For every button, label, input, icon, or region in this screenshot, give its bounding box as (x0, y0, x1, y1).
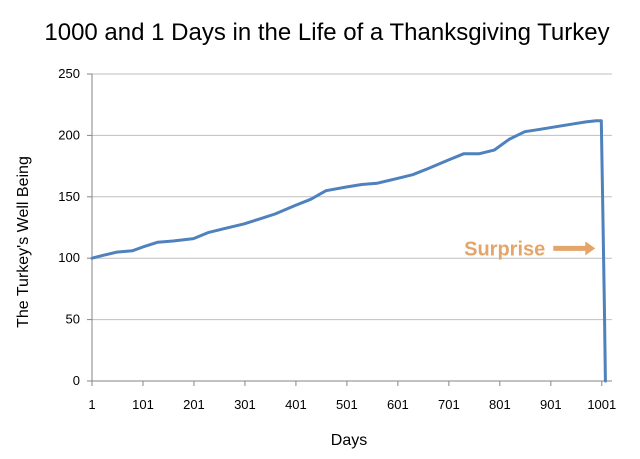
annotation-layer: Surprise (464, 238, 596, 260)
series-layer (90, 119, 607, 383)
x-tick-label: 801 (489, 397, 511, 412)
y-axis-title: The Turkey's Well Being (15, 156, 32, 328)
x-tick-label: 101 (132, 397, 154, 412)
tick-labels: 0 50 100 150 200 250 1 101 201 301 401 501 601 701 801… (58, 66, 616, 412)
surprise-arrow-icon (553, 241, 596, 256)
y-tick-label: 100 (58, 250, 80, 265)
y-tick-label: 200 (58, 127, 80, 142)
y-tick-label: 150 (58, 189, 80, 204)
y-tick-label: 50 (66, 312, 80, 327)
axes (87, 73, 612, 386)
y-tick-label: 0 (73, 373, 80, 388)
x-tick-label: 501 (336, 397, 358, 412)
grid-lines (92, 73, 612, 321)
chart-title: 1000 and 1 Days in the Life of a Thanksg… (44, 19, 609, 46)
x-tick-label: 301 (234, 397, 256, 412)
x-tick-label: 401 (285, 397, 307, 412)
series-line (90, 119, 607, 383)
x-tick-label: 701 (438, 397, 460, 412)
x-tick-label: 901 (540, 397, 562, 412)
x-tick-label: 201 (183, 397, 205, 412)
x-tick-label: 1001 (587, 397, 616, 412)
y-tick-label: 250 (58, 66, 80, 81)
surprise-annotation-label: Surprise (464, 238, 545, 260)
x-tick-label: 601 (387, 397, 409, 412)
x-axis-title: Days (331, 432, 367, 449)
x-tick-label: 1 (88, 397, 95, 412)
